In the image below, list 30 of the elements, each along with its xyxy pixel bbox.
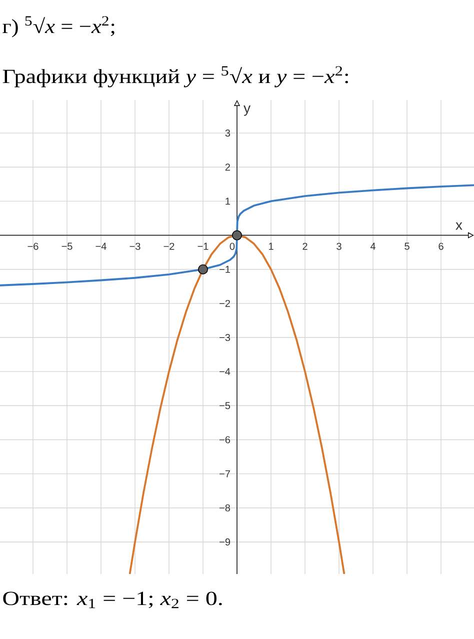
y-tick-label: −7 bbox=[220, 470, 230, 478]
text: Ответ: x$_{1}$ = −1; x$_{2}$ = 0. bbox=[3, 592, 222, 608]
x-tick-label: −3 bbox=[130, 242, 140, 250]
x-tick-label: 3 bbox=[336, 242, 342, 250]
x-tick-label: −1 bbox=[198, 242, 208, 250]
x-axis-title: x bbox=[456, 222, 462, 230]
x-tick-label: 1 bbox=[268, 242, 274, 250]
x-tick-label: 4 bbox=[370, 242, 376, 250]
x-tick-label: 2 bbox=[302, 242, 308, 250]
text: Графики функций y = $^{5}$√x и y = −x$^{2}$: bbox=[2, 66, 348, 88]
y-tick-label: 3 bbox=[225, 130, 230, 137]
chart-title: г) $^{5}$√x = −x$^{2}$; bbox=[2, 16, 114, 38]
y-tick-label: −4 bbox=[220, 368, 230, 376]
y-tick-label: 1 bbox=[226, 198, 230, 205]
x-tick-label: −6 bbox=[28, 242, 38, 250]
x-tick-label: −4 bbox=[96, 242, 106, 250]
y-axis-title: y bbox=[244, 106, 251, 116]
x-tick-label: 5 bbox=[404, 242, 410, 250]
y-tick-label: −2 bbox=[220, 300, 230, 307]
x-tick-label: −5 bbox=[62, 242, 72, 250]
x-tick-label: 6 bbox=[438, 242, 444, 250]
y-tick-label: −3 bbox=[220, 334, 230, 342]
y-tick-label: 2 bbox=[225, 164, 230, 171]
x-tick-label: −2 bbox=[164, 242, 174, 250]
x-tick-label: 0 bbox=[230, 242, 235, 250]
y-tick-label: −5 bbox=[220, 402, 230, 410]
y-tick-label: −9 bbox=[220, 538, 230, 546]
y-tick-label: −8 bbox=[220, 504, 230, 512]
y-tick-label: −1 bbox=[220, 266, 230, 273]
y-tick-label: −6 bbox=[220, 436, 230, 444]
